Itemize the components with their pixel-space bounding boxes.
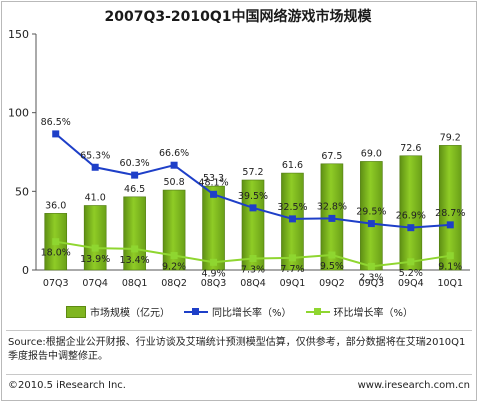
y-tick-label-2: 100 — [8, 107, 29, 120]
series-0-label-09Q4: 26.9% — [396, 211, 426, 222]
y-tick-label-1: 50 — [15, 185, 29, 198]
series-0-label-08Q2: 66.6% — [159, 148, 189, 159]
series-1-point-08Q1 — [131, 245, 139, 253]
series-0-point-08Q2 — [170, 161, 178, 169]
series-1-label-07Q4: 13.9% — [80, 254, 110, 265]
series-1-label-09Q1: 7.7% — [280, 264, 304, 275]
bar-08Q3 — [202, 185, 225, 271]
divider-top — [6, 330, 472, 331]
x-tick-label-10Q1: 10Q1 — [437, 278, 463, 289]
bar-value-label-08Q4: 57.2 — [242, 167, 263, 178]
series-0-point-08Q4 — [249, 204, 257, 212]
bar-value-label-08Q3: 53.3 — [203, 173, 224, 184]
series-0-label-07Q4: 65.3% — [80, 150, 110, 161]
x-tick-label-08Q2: 08Q2 — [161, 278, 187, 289]
series-1-label-10Q1: 9.1% — [438, 262, 462, 273]
series-1-point-08Q4 — [249, 255, 257, 263]
legend-bar-swatch — [66, 305, 86, 318]
legend-bar-label: 市场规模（亿元） — [90, 308, 170, 319]
series-0-label-09Q1: 32.5% — [277, 202, 307, 213]
bar-08Q1 — [123, 196, 146, 271]
x-tick-label-08Q1: 08Q1 — [122, 278, 148, 289]
x-tick-label-09Q4: 09Q4 — [398, 278, 424, 289]
bar-07Q4 — [83, 205, 107, 271]
x-tick-label-09Q1: 09Q1 — [280, 278, 306, 289]
series-1-point-09Q3 — [367, 262, 375, 270]
bar-08Q2 — [162, 189, 186, 271]
series-1-point-09Q1 — [288, 254, 296, 262]
series-1-label-09Q2: 9.5% — [320, 261, 344, 272]
website-url: www.iresearch.com.cn — [357, 380, 470, 391]
series-0-point-09Q2 — [328, 214, 336, 222]
series-0-point-09Q4 — [407, 224, 415, 232]
series-0-point-07Q4 — [91, 163, 99, 171]
chart-title: 2007Q3-2010Q1中国网络游戏市场规模 — [104, 9, 372, 25]
x-tick-label-09Q3: 09Q3 — [359, 278, 385, 289]
legend-qoq-swatch — [305, 307, 330, 317]
series-0-label-08Q3: 48.1% — [198, 177, 228, 188]
series-1-point-09Q2 — [328, 251, 336, 259]
x-tick-label-07Q4: 07Q4 — [82, 278, 108, 289]
divider-bottom — [6, 374, 472, 375]
series-1-point-07Q4 — [91, 244, 99, 252]
legend-yoy-label: 同比增长率（%） — [212, 308, 292, 319]
legend: 市场规模（亿元） 同比增长率（%） 环比增长率（%） — [66, 304, 413, 319]
series-0-label-07Q3: 86.5% — [41, 117, 71, 128]
copyright-text: ©2010.5 iResearch Inc. — [8, 380, 126, 391]
series-1-label-09Q3: 2.3% — [359, 272, 383, 283]
bar-value-label-09Q1: 61.6 — [282, 160, 303, 171]
x-tick-label-09Q2: 09Q2 — [319, 278, 345, 289]
bar-value-label-09Q4: 72.6 — [400, 143, 421, 154]
series-1-label-08Q4: 7.3% — [241, 265, 265, 276]
series-0-point-09Q1 — [288, 215, 296, 223]
bar-08Q4 — [241, 179, 265, 271]
series-0-label-09Q3: 29.5% — [356, 207, 386, 218]
x-tick-label-07Q3: 07Q3 — [43, 278, 69, 289]
series-1-point-09Q4 — [407, 258, 415, 266]
bar-10Q1 — [438, 145, 462, 271]
series-0-point-09Q3 — [367, 220, 375, 228]
series-0-point-08Q1 — [131, 171, 139, 179]
bar-value-label-09Q2: 67.5 — [321, 151, 342, 162]
x-tick-label-08Q4: 08Q4 — [240, 278, 266, 289]
source-note: Source:根据企业公开财报、行业访谈及艾瑞统计预测模型估算，仅供参考，部分数… — [8, 337, 466, 362]
series-1-label-09Q4: 5.2% — [399, 268, 423, 279]
legend-qoq-label: 环比增长率（%） — [333, 308, 414, 319]
y-tick-label-3: 150 — [8, 28, 29, 41]
bar-value-label-08Q2: 50.8 — [164, 177, 185, 188]
series-0-point-07Q3 — [52, 130, 60, 138]
series-1-label-08Q3: 4.9% — [201, 268, 225, 279]
series-0-label-08Q1: 60.3% — [120, 158, 150, 169]
legend-item-qoq: 环比增长率（%） — [305, 304, 414, 319]
series-1-label-07Q3: 18.0% — [41, 248, 71, 259]
bar-value-label-08Q1: 46.5 — [124, 184, 145, 195]
series-0-label-08Q4: 39.5% — [238, 191, 268, 202]
series-0-label-09Q2: 32.8% — [317, 201, 347, 212]
x-tick-label-08Q3: 08Q3 — [201, 278, 227, 289]
legend-item-bar: 市场规模（亿元） — [66, 304, 170, 319]
series-1-label-08Q2: 9.2% — [162, 262, 186, 273]
bar-value-label-07Q3: 36.0 — [45, 200, 66, 211]
y-tick-label-0: 0 — [22, 264, 29, 277]
series-1-point-07Q3 — [52, 238, 60, 246]
chart-svg: 0 50 100 150 36.0 41.0 46.5 50.8 53.3 57.2 61.6 67.… — [8, 28, 470, 289]
series-0-point-08Q3 — [210, 190, 218, 198]
bar-value-label-07Q4: 41.0 — [85, 192, 106, 203]
legend-item-yoy: 同比增长率（%） — [184, 304, 292, 319]
legend-yoy-swatch — [184, 307, 208, 317]
bar-value-label-10Q1: 79.2 — [440, 132, 461, 143]
series-1-point-08Q2 — [170, 252, 178, 260]
series-0-label-10Q1: 28.7% — [435, 208, 465, 219]
series-1-label-08Q1: 13.4% — [120, 255, 150, 266]
bar-09Q4 — [399, 155, 423, 271]
bar-value-label-09Q3: 69.0 — [361, 148, 382, 159]
series-1-point-08Q3 — [210, 258, 218, 266]
bar-09Q3 — [360, 161, 383, 271]
series-1-point-10Q1 — [446, 252, 454, 260]
series-0-point-10Q1 — [446, 221, 454, 229]
